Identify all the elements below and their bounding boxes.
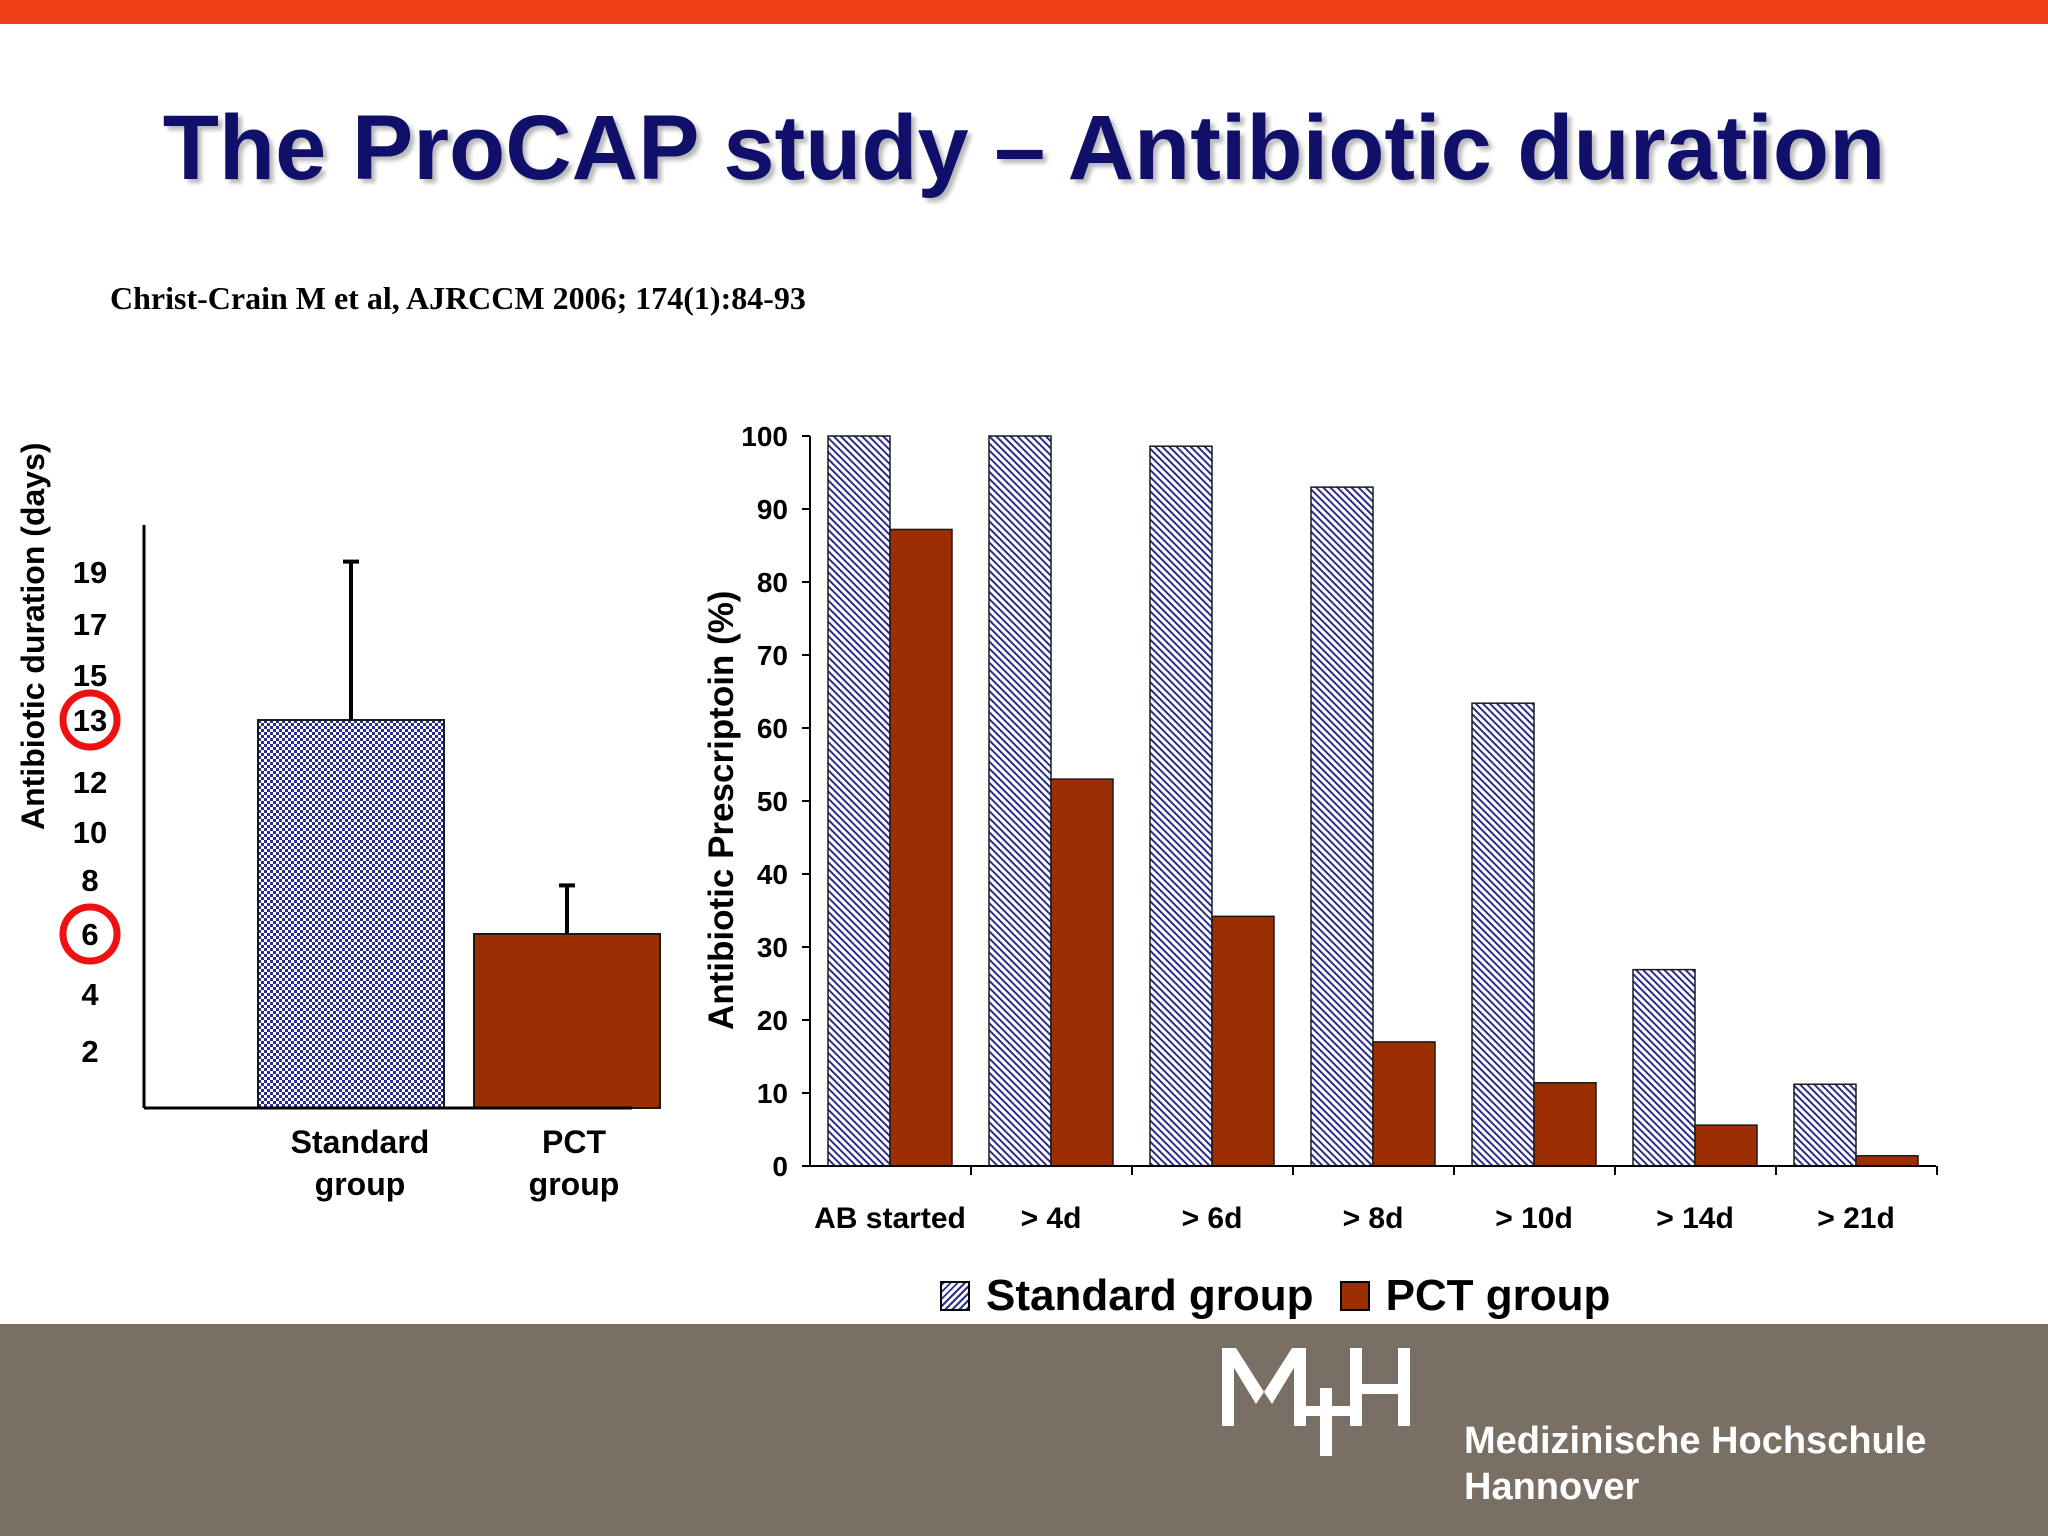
citation: Christ-Crain M et al, AJRCCM 2006; 174(1… [110, 280, 806, 316]
prescription-category-label: > 14d [1656, 1202, 1734, 1235]
prescription-chart-y-ticks: 0 10 20 30 40 50 60 70 80 90 100 [741, 421, 810, 1182]
duration-tick-label: 2 [81, 1034, 98, 1069]
prescription-tick-label: 70 [757, 640, 788, 671]
prescription-bar-standard [1149, 445, 1213, 1167]
prescription-bar-pct [1533, 1082, 1597, 1167]
duration-tick-label: 6 [81, 917, 98, 952]
legend-swatch-standard [940, 1281, 970, 1311]
duration-category-label: Standard [291, 1124, 430, 1160]
prescription-tick-label: 50 [757, 786, 788, 817]
duration-chart-categories: Standard group PCT group [291, 1124, 620, 1202]
prescription-bar-standard [1793, 1083, 1857, 1167]
highlight-circle [59, 903, 121, 965]
duration-chart-y-ticks: 2 4 6 8 10 12 13 15 17 19 [73, 555, 107, 1069]
duration-tick-label: 4 [81, 977, 99, 1012]
prescription-bar-pct [1050, 778, 1114, 1167]
footer-band [0, 1324, 2048, 1536]
duration-category-label: group [529, 1166, 620, 1202]
institution-name: Medizinische Hochschule Hannover [1464, 1418, 1926, 1510]
highlight-circle [59, 689, 121, 751]
prescription-tick-label: 40 [757, 859, 788, 890]
mhh-logo-icon [1222, 1348, 1410, 1456]
institution-name-line1: Medizinische Hochschule [1464, 1420, 1927, 1462]
prescription-category-label: > 6d [1182, 1202, 1243, 1235]
prescription-bar-standard [1632, 968, 1696, 1167]
institution-name-line2: Hannover [1464, 1466, 1640, 1508]
legend-label-pct: PCT group [1385, 1271, 1611, 1320]
duration-tick-label: 12 [73, 765, 107, 800]
charts-canvas: Antibiotic duration (days) 2 4 6 8 10 12 13 15 1… [15, 421, 1938, 1235]
duration-chart: Antibiotic duration (days) 2 4 6 8 10 12 13 15 1… [15, 442, 661, 1202]
duration-chart-bars [257, 559, 661, 1109]
duration-tick-label: 8 [81, 863, 98, 898]
prescription-tick-label: 0 [772, 1151, 788, 1182]
prescription-chart-bars [827, 435, 1919, 1167]
duration-tick-label: 19 [73, 555, 107, 590]
legend-swatch-pct [1339, 1281, 1370, 1311]
duration-category-label: group [315, 1166, 406, 1202]
prescription-chart-y-label: Antibiotic Prescriptoin (%) [702, 591, 741, 1030]
duration-bar [257, 719, 445, 1109]
prescription-bar-pct [889, 528, 953, 1167]
prescription-category-label: > 4d [1021, 1202, 1082, 1235]
prescription-tick-label: 30 [757, 932, 788, 963]
duration-chart-highlights [59, 689, 121, 965]
legend-label-standard: Standard group [986, 1271, 1314, 1320]
prescription-bar-standard [1310, 486, 1374, 1167]
duration-tick-label: 10 [73, 815, 107, 850]
prescription-bar-pct [1372, 1041, 1436, 1167]
prescription-bar-pct [1855, 1155, 1919, 1167]
prescription-tick-label: 10 [757, 1078, 788, 1109]
prescription-bar-pct [1694, 1124, 1758, 1167]
prescription-category-label: AB started [814, 1202, 966, 1235]
prescription-tick-label: 80 [757, 567, 788, 598]
duration-chart-y-label: Antibiotic duration (days) [15, 442, 51, 830]
prescription-bar-standard [1471, 702, 1535, 1167]
slide-title: The ProCAP study – Antibiotic duration [162, 97, 1886, 199]
prescription-tick-label: 60 [757, 713, 788, 744]
duration-tick-label: 17 [73, 607, 107, 642]
prescription-category-label: > 8d [1343, 1202, 1404, 1235]
prescription-tick-label: 90 [757, 494, 788, 525]
prescription-tick-label: 20 [757, 1005, 788, 1036]
top-accent-bar [0, 0, 2048, 24]
prescription-chart-categories: AB started > 4d > 6d > 8d > 10d > 14d > 21d [814, 1166, 1938, 1235]
prescription-tick-label: 100 [741, 421, 788, 452]
duration-bar [473, 933, 661, 1109]
prescription-bar-standard [827, 435, 891, 1167]
prescription-category-label: > 10d [1495, 1202, 1573, 1235]
duration-category-label: PCT [542, 1124, 606, 1160]
prescription-bar-pct [1211, 915, 1275, 1167]
duration-tick-label: 13 [73, 703, 107, 738]
prescription-category-label: > 21d [1817, 1202, 1895, 1235]
prescription-bar-standard [988, 435, 1052, 1167]
prescription-chart: Antibiotic Prescriptoin (%) 0 10 20 30 40 50 6… [702, 421, 1938, 1235]
duration-tick-label: 15 [73, 658, 107, 693]
prescription-chart-legend: Standard group PCT group [940, 1268, 1636, 1324]
